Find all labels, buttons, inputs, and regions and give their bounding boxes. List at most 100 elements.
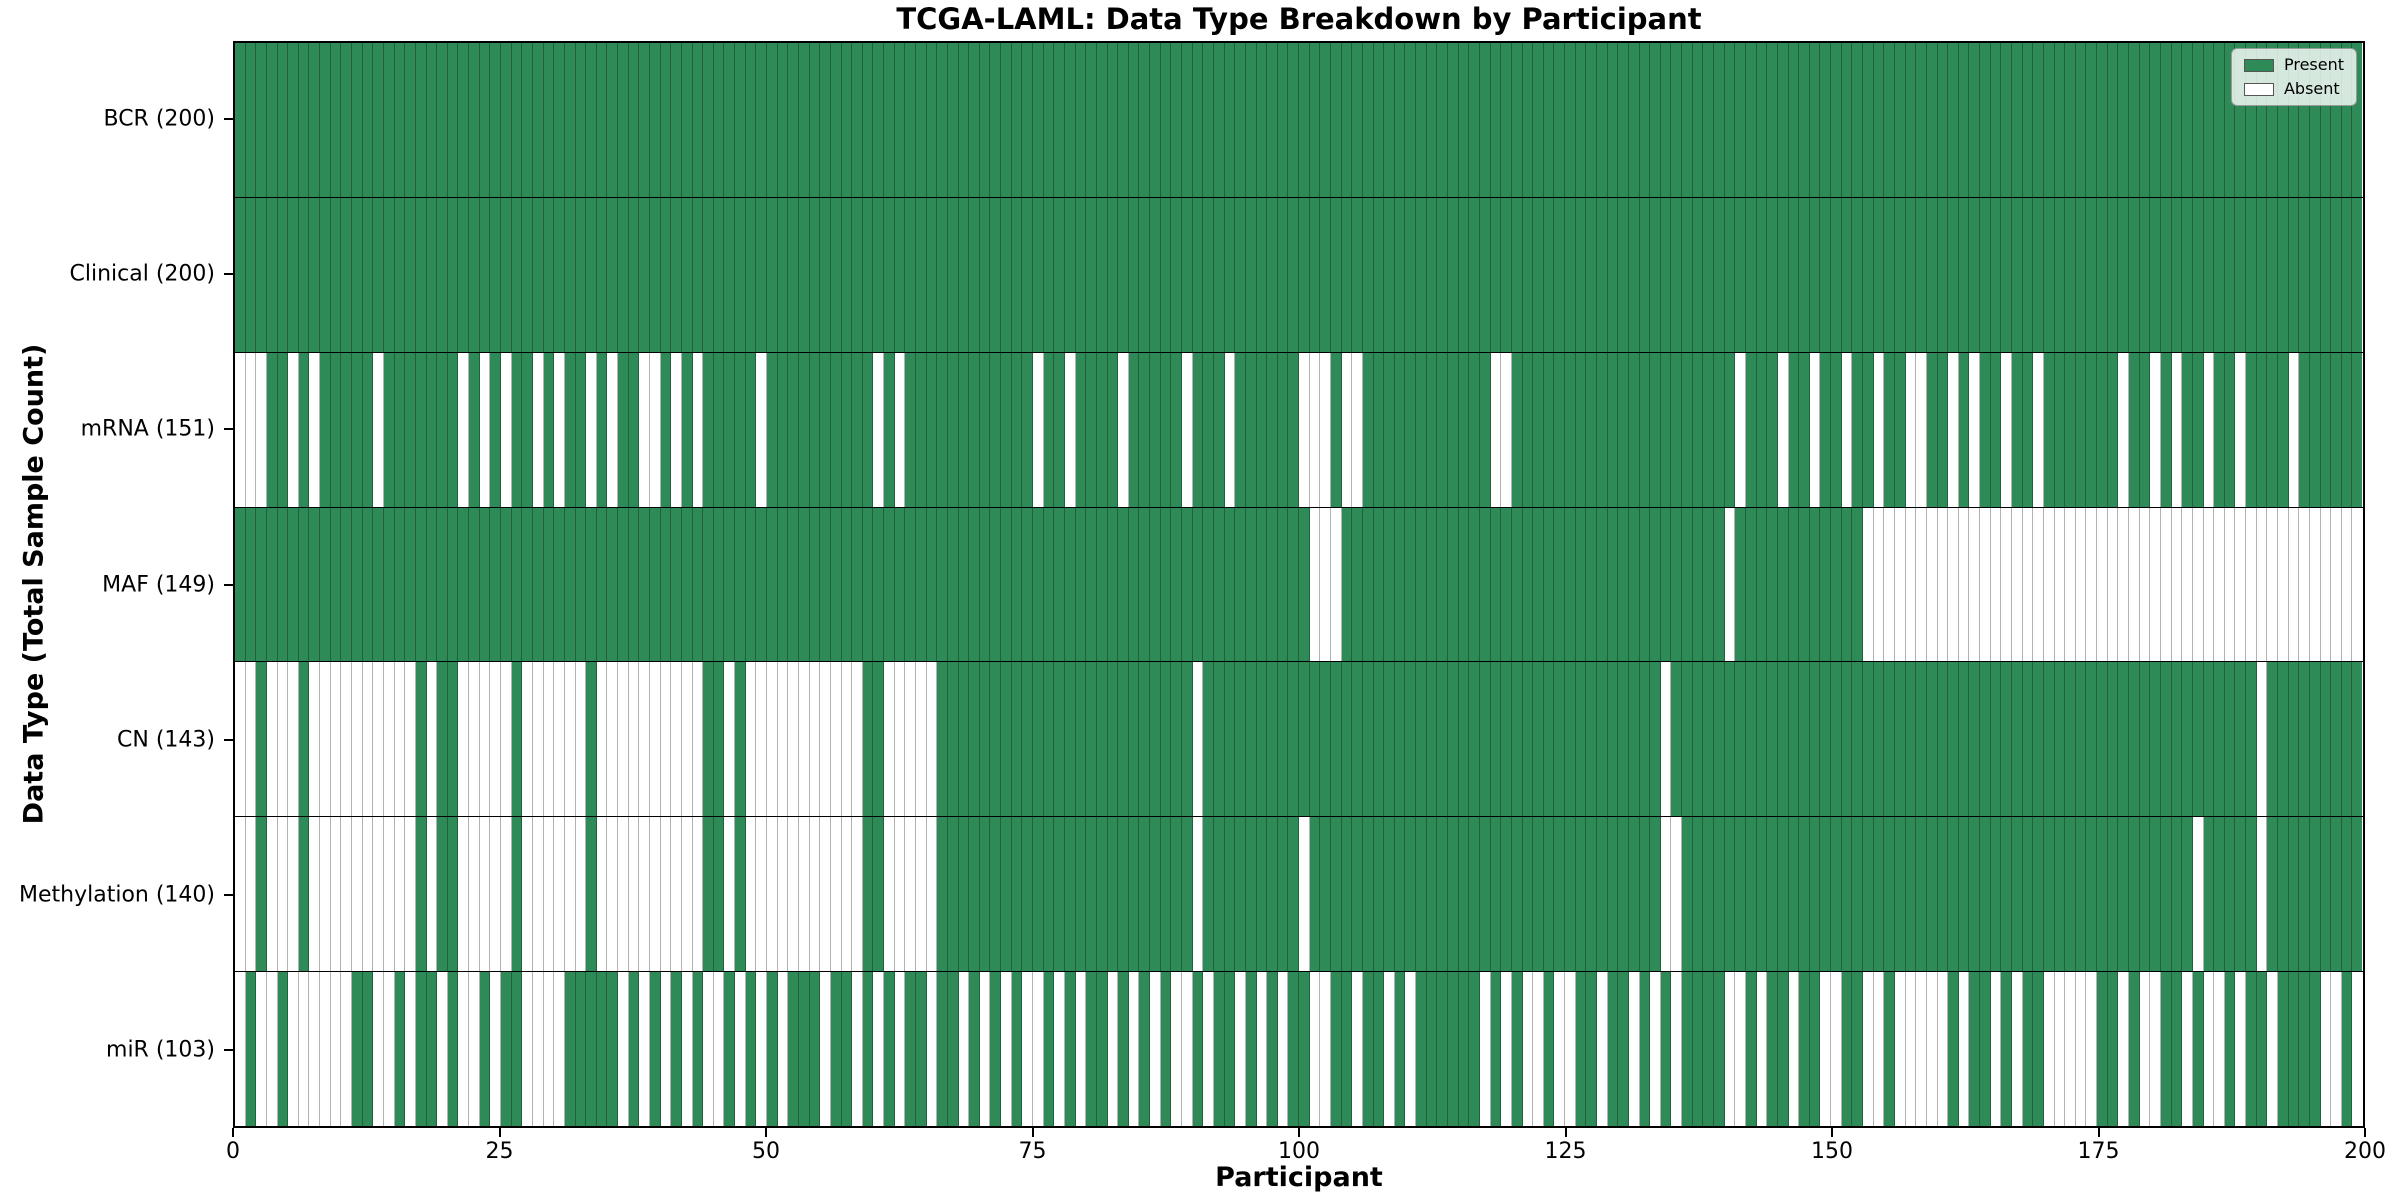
heatmap-cell [660,352,672,507]
heatmap-cell [639,507,650,662]
heatmap-cell [1863,817,1874,972]
heatmap-cell [1299,197,1310,352]
heatmap-cell [1086,352,1097,507]
heatmap-cell [1586,352,1597,507]
heatmap-cell [1128,817,1140,972]
heatmap-cell [2022,507,2034,662]
y-tick-label: BCR (200) [103,106,215,132]
heatmap-cell [1373,972,1385,1127]
heatmap-cell [1203,352,1214,507]
heatmap-cell [1299,352,1310,507]
heatmap-cell [2150,662,2161,817]
heatmap-cell [1628,507,1640,662]
heatmap-cell [1107,662,1119,817]
heatmap-cell [298,972,310,1127]
heatmap-cell [1118,817,1129,972]
heatmap-cell [532,507,544,662]
heatmap-cell [1267,352,1278,507]
heatmap-cell [458,197,470,352]
heatmap-cell [511,43,523,197]
heatmap-cell [1671,817,1683,972]
heatmap-cell [2341,507,2353,662]
heatmap-cell [532,662,544,817]
heatmap-cell [1426,817,1438,972]
heatmap-cell [2139,197,2151,352]
heatmap-cell [649,197,661,352]
heatmap-cell [1852,352,1864,507]
heatmap-cell [2267,197,2278,352]
heatmap-cell [735,662,746,817]
heatmap-cell [426,507,438,662]
heatmap-cell [2054,352,2066,507]
heatmap-cell [1628,43,1640,197]
heatmap-cell [1426,43,1438,197]
heatmap-cell [1745,43,1757,197]
heatmap-cell [341,507,353,662]
heatmap-cell [1373,817,1385,972]
heatmap-cell [618,43,629,197]
heatmap-cell [873,662,885,817]
heatmap-cell [564,662,576,817]
heatmap-cell [777,507,789,662]
heatmap-cell [1437,817,1449,972]
heatmap-cell [809,197,821,352]
heatmap-cell [1426,972,1438,1127]
heatmap-cell [2065,43,2076,197]
heatmap-cell [798,972,810,1127]
heatmap-cell [1384,507,1395,662]
heatmap-cell [1011,972,1023,1127]
heatmap-cell [692,197,704,352]
heatmap-cell [1820,43,1832,197]
heatmap-cell [1118,197,1129,352]
heatmap-cell [2097,507,2108,662]
heatmap-cell [2352,43,2363,197]
heatmap-cell [1618,662,1629,817]
heatmap-cell [947,662,959,817]
heatmap-cell [596,197,608,352]
heatmap-cell [820,43,831,197]
heatmap-cell [1022,507,1034,662]
heatmap-cell [1831,197,1842,352]
heatmap-cell [2331,817,2342,972]
heatmap-cell [1554,197,1566,352]
heatmap-row-CN [235,662,2363,818]
heatmap-cell [862,662,874,817]
heatmap-cell [2022,817,2034,972]
heatmap-cell [1362,817,1374,972]
heatmap-cell [969,817,980,972]
heatmap-cell [447,352,459,507]
heatmap-row-Methylation [235,817,2363,973]
heatmap-cell [1107,352,1119,507]
heatmap-cell [1086,43,1097,197]
heatmap-cell [2139,972,2151,1127]
heatmap-cell [1948,817,1959,972]
heatmap-cell [1586,197,1597,352]
heatmap-cell [352,507,363,662]
heatmap-cell [660,662,672,817]
heatmap-cell [639,352,650,507]
heatmap-cell [862,817,874,972]
heatmap-cell [735,352,746,507]
heatmap-cell [1958,352,1970,507]
x-tick-mark [2364,1128,2366,1137]
heatmap-cell [1096,662,1108,817]
heatmap-cell [2182,972,2193,1127]
heatmap-cell [1341,352,1353,507]
heatmap-cell [692,507,704,662]
y-tick-mark [224,738,233,741]
heatmap-cell [1416,352,1427,507]
heatmap-cell [543,972,555,1127]
legend-absent-label: Absent [2283,79,2340,98]
heatmap-cell [1682,43,1693,197]
heatmap-cell [692,352,704,507]
heatmap-cell [2309,197,2321,352]
heatmap-cell [373,662,384,817]
heatmap-cell [1692,507,1704,662]
heatmap-cell [1926,972,1938,1127]
heatmap-cell [1990,352,2002,507]
heatmap-cell [681,662,693,817]
heatmap-cell [447,43,459,197]
heatmap-cell [1554,507,1566,662]
heatmap-cell [947,43,959,197]
heatmap-cell [2235,972,2247,1127]
